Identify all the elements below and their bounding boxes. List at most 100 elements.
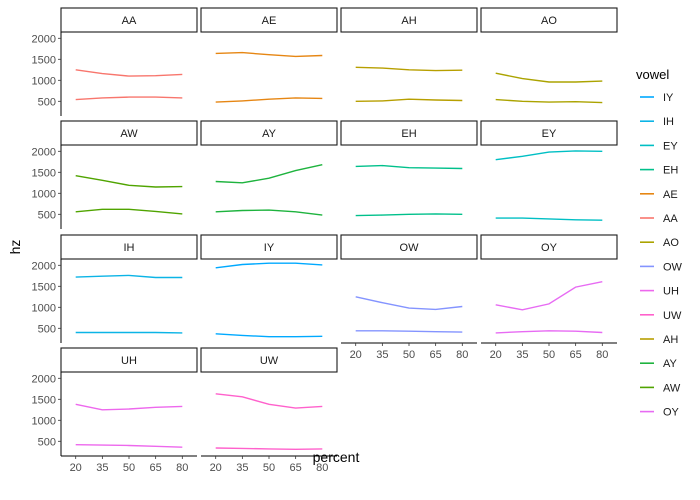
strip-ow <box>340 234 478 260</box>
legend-label-eh: EH <box>663 165 678 177</box>
legend-label-iy: IY <box>663 92 674 104</box>
x-tick-label: 20 <box>70 462 82 474</box>
x-tick-label: 80 <box>456 349 468 361</box>
strip-label-ow: OW <box>400 242 420 254</box>
x-tick-label: 35 <box>516 349 528 361</box>
line-ay-f1 <box>215 209 323 216</box>
strip-ah <box>340 7 478 33</box>
y-tick-label: 2000 <box>32 33 56 45</box>
strip-ay <box>200 120 338 146</box>
y-tick-label: 500 <box>38 96 56 108</box>
line-uw-f2 <box>215 393 323 409</box>
line-aa-f1 <box>75 96 183 101</box>
line-oy-f1 <box>495 330 603 334</box>
strip-label-uh: UH <box>121 355 137 367</box>
y-tick-label: 1500 <box>32 394 56 406</box>
strip-uw <box>200 347 338 373</box>
y-tick-label: 2000 <box>32 260 56 272</box>
x-tick-label: 50 <box>123 462 135 474</box>
y-tick-label: 500 <box>38 209 56 221</box>
x-tick-label: 80 <box>596 349 608 361</box>
legend-label-ey: EY <box>663 140 678 152</box>
x-tick-label: 80 <box>316 462 328 474</box>
y-tick-label: 1000 <box>32 75 56 87</box>
line-ay-f2 <box>215 164 323 184</box>
x-tick-label: 65 <box>570 349 582 361</box>
line-aa-f2 <box>75 69 183 77</box>
y-tick-label: 1500 <box>32 281 56 293</box>
line-ey-f2 <box>495 150 603 161</box>
line-ah-f2 <box>355 66 463 72</box>
legend-label-aw: AW <box>663 382 681 394</box>
x-tick-label: 65 <box>290 462 302 474</box>
y-tick-label: 1000 <box>32 188 56 200</box>
line-ih-f2 <box>75 274 183 279</box>
legend-label-oy: OY <box>663 407 680 419</box>
line-aw-f1 <box>75 208 183 215</box>
y-axis-title: hz <box>7 240 23 255</box>
y-tick-label: 500 <box>38 436 56 448</box>
legend-label-ae: AE <box>663 189 678 201</box>
x-tick-label: 65 <box>430 349 442 361</box>
strip-ey <box>480 120 618 146</box>
line-ae-f1 <box>215 97 323 103</box>
strip-label-ao: AO <box>541 15 557 27</box>
strip-aw <box>60 120 198 146</box>
y-tick-label: 2000 <box>32 146 56 158</box>
strip-label-ey: EY <box>542 128 557 140</box>
strip-ih <box>60 234 198 260</box>
line-ae-f2 <box>215 51 323 58</box>
x-tick-label: 20 <box>210 462 222 474</box>
strip-label-aa: AA <box>122 15 137 27</box>
line-ow-f2 <box>355 296 463 311</box>
legend-label-aa: AA <box>663 213 678 225</box>
y-tick-label: 1000 <box>32 415 56 427</box>
strip-label-oy: OY <box>541 242 558 254</box>
strip-iy <box>200 234 338 260</box>
line-aw-f2 <box>75 175 183 188</box>
x-tick-label: 65 <box>150 462 162 474</box>
strip-uh <box>60 347 198 373</box>
legend-title: vowel <box>636 67 669 82</box>
strip-label-aw: AW <box>120 128 138 140</box>
y-tick-label: 1000 <box>32 302 56 314</box>
line-eh-f2 <box>355 164 463 170</box>
strip-label-iy: IY <box>264 242 275 254</box>
y-tick-label: 500 <box>38 323 56 335</box>
strip-aa <box>60 7 198 33</box>
x-tick-label: 80 <box>176 462 188 474</box>
legend-label-ow: OW <box>663 261 683 273</box>
legend-label-ah: AH <box>663 334 678 346</box>
strip-label-ih: IH <box>124 242 135 254</box>
legend-label-ao: AO <box>663 237 679 249</box>
strip-label-ay: AY <box>262 128 277 140</box>
line-iy-f1 <box>215 333 323 338</box>
legend-label-ih: IH <box>663 116 674 128</box>
strip-ao <box>480 7 618 33</box>
x-tick-label: 20 <box>350 349 362 361</box>
x-tick-label: 50 <box>403 349 415 361</box>
line-ao-f1 <box>495 98 603 104</box>
strip-eh <box>340 120 478 146</box>
line-uh-f1 <box>75 444 183 448</box>
line-iy-f2 <box>215 262 323 269</box>
legend-label-uw: UW <box>663 310 682 322</box>
strip-label-uw: UW <box>260 355 279 367</box>
line-ah-f1 <box>355 98 463 102</box>
x-tick-label: 20 <box>490 349 502 361</box>
x-tick-label: 50 <box>543 349 555 361</box>
x-tick-label: 50 <box>263 462 275 474</box>
y-tick-label: 1500 <box>32 54 56 66</box>
line-eh-f1 <box>355 213 463 217</box>
line-oy-f2 <box>495 281 603 311</box>
line-ow-f1 <box>355 330 463 333</box>
strip-label-ah: AH <box>401 15 416 27</box>
y-tick-label: 1500 <box>32 167 56 179</box>
strip-label-eh: EH <box>401 128 416 140</box>
x-tick-label: 35 <box>236 462 248 474</box>
strip-oy <box>480 234 618 260</box>
y-tick-label: 2000 <box>32 373 56 385</box>
legend-label-uh: UH <box>663 286 679 298</box>
line-uw-f1 <box>215 447 323 451</box>
